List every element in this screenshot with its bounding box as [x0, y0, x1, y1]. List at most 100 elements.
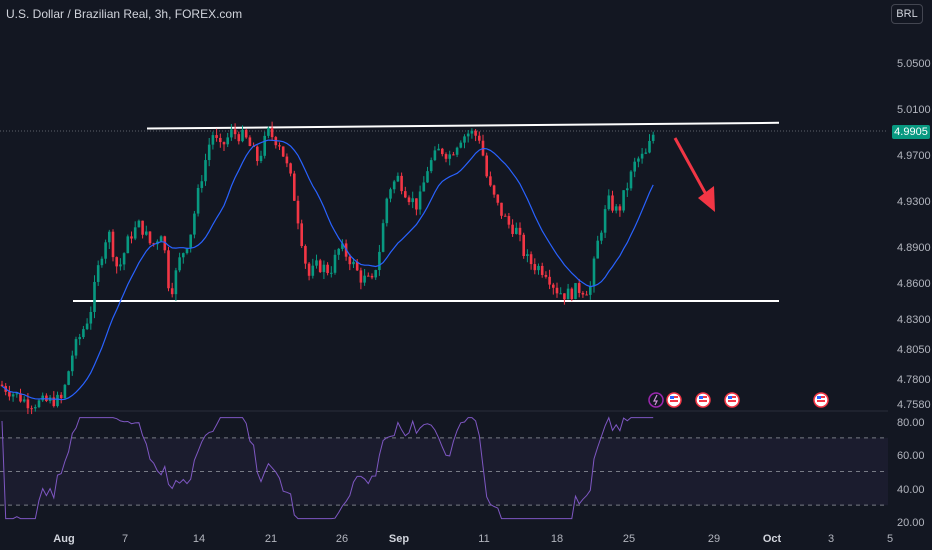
- candle-body: [478, 136, 481, 141]
- candle-body: [404, 191, 407, 197]
- candle-body: [141, 221, 144, 235]
- chart-title: U.S. Dollar / Brazilian Real, 3h, FOREX.…: [6, 7, 242, 21]
- candle-body: [260, 156, 263, 161]
- candle-body: [522, 235, 525, 256]
- candle-body: [426, 171, 429, 182]
- currency-button[interactable]: BRL: [891, 4, 923, 24]
- time-axis-label: 5: [887, 533, 893, 545]
- candle-body: [559, 293, 562, 294]
- candle-body: [415, 198, 418, 209]
- candle-body: [238, 134, 241, 141]
- candle-body: [622, 190, 625, 210]
- price-axis-label: 4.8050: [897, 344, 931, 356]
- candle-body: [127, 236, 130, 253]
- candle-body: [378, 252, 381, 270]
- candle-body: [593, 259, 596, 287]
- candle-body: [167, 250, 170, 288]
- candle-body: [349, 257, 352, 264]
- candle-body: [101, 259, 104, 265]
- candle-body: [615, 206, 618, 210]
- us-flag-stripe: [670, 400, 678, 402]
- candle-body: [448, 154, 451, 158]
- candle-body: [571, 289, 574, 299]
- candle-body: [197, 188, 200, 214]
- candle-body: [145, 232, 148, 235]
- candle-body: [386, 199, 389, 224]
- price-axis-label: 4.8300: [897, 314, 931, 326]
- candle-body: [312, 266, 315, 276]
- candle-body: [471, 131, 474, 134]
- us-flag-icon: [667, 393, 681, 407]
- rsi-axis-label: 40.00: [897, 484, 925, 496]
- candle-body: [189, 235, 192, 249]
- candle-body: [400, 176, 403, 191]
- flash-icon: [649, 393, 663, 407]
- candle-body: [530, 254, 533, 264]
- price-axis-label: 5.0500: [897, 58, 931, 70]
- candle-body: [526, 254, 529, 256]
- candle-body: [86, 324, 89, 330]
- time-axis-label: 11: [478, 533, 489, 545]
- candle-body: [441, 149, 444, 154]
- candle-body: [245, 130, 248, 138]
- forecast-arrow-shaft: [675, 138, 708, 198]
- candle-body: [423, 182, 426, 191]
- candle-body: [60, 395, 63, 398]
- candle-body: [119, 264, 122, 266]
- candle-body: [389, 189, 392, 198]
- candle-body: [230, 129, 233, 137]
- rsi-axis-label: 60.00: [897, 450, 925, 462]
- candle-body: [330, 273, 333, 274]
- candle-body: [289, 163, 292, 173]
- candle-body: [633, 162, 636, 172]
- candle-body: [585, 294, 588, 295]
- candle-body: [456, 148, 459, 155]
- time-axis-label: 25: [623, 533, 635, 545]
- time-axis-label: 26: [336, 533, 348, 545]
- candle-body: [567, 289, 570, 300]
- candle-body: [293, 174, 296, 201]
- time-axis-label: Sep: [389, 533, 409, 545]
- us-flag-canton: [728, 396, 732, 399]
- candle-body: [171, 288, 174, 294]
- candle-body: [334, 255, 337, 273]
- candle-body: [608, 195, 611, 209]
- candle-body: [304, 246, 307, 264]
- candle-body: [519, 228, 522, 235]
- chart-canvas[interactable]: 5.05005.01004.97004.93004.89004.86004.83…: [0, 0, 932, 550]
- current-price-tag: 4.9905: [892, 125, 930, 139]
- us-flag-icon: [814, 393, 828, 407]
- us-flag-canton: [817, 396, 821, 399]
- candle-body: [134, 227, 137, 238]
- candle-body: [267, 128, 270, 136]
- candle-body: [38, 400, 41, 407]
- candle-body: [93, 282, 96, 312]
- candle-body: [352, 262, 355, 264]
- candle-body: [208, 145, 211, 160]
- candle-body: [104, 242, 107, 258]
- price-axis-label: 4.8900: [897, 242, 931, 254]
- candle-body: [315, 260, 318, 265]
- us-flag-stripe: [728, 400, 736, 402]
- candle-body: [578, 283, 581, 293]
- time-axis-label: 14: [193, 533, 205, 545]
- candle-body: [300, 223, 303, 246]
- candle-body: [138, 221, 141, 228]
- candle-body: [367, 276, 370, 277]
- candle-body: [212, 135, 215, 145]
- us-flag-stripe: [817, 400, 825, 402]
- candle-body: [467, 134, 470, 137]
- candle-body: [489, 176, 492, 185]
- candle-body: [234, 129, 237, 134]
- candle-body: [382, 223, 385, 252]
- candle-body: [23, 399, 26, 401]
- candle-body: [534, 264, 537, 270]
- candle-body: [493, 185, 496, 194]
- candle-body: [648, 141, 651, 153]
- candle-body: [437, 149, 440, 151]
- us-flag-icon: [696, 393, 710, 407]
- price-axis-label: 4.9700: [897, 150, 931, 162]
- time-axis-label: 3: [828, 533, 834, 545]
- candle-body: [82, 329, 85, 337]
- candle-body: [574, 283, 577, 299]
